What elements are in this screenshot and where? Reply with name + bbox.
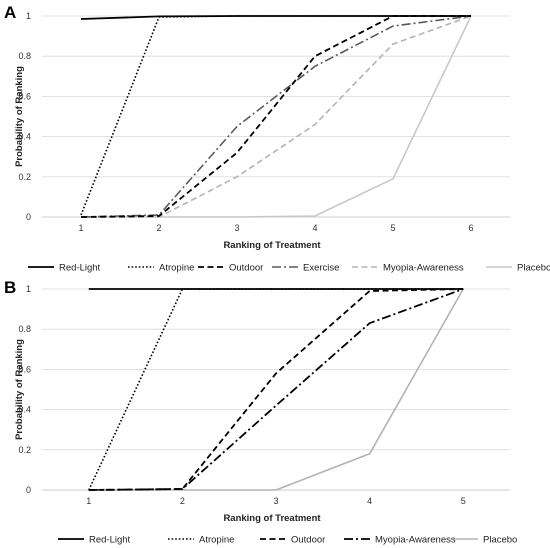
series-line-myopia-awareness bbox=[88, 288, 464, 491]
series-line-outdoor bbox=[80, 15, 471, 218]
legend-label: Placebo bbox=[483, 535, 517, 546]
x-tick-label: 5 bbox=[390, 223, 395, 233]
series-line-placebo bbox=[81, 15, 472, 218]
y-tick-label: 0.2 bbox=[18, 172, 31, 182]
y-axis-title: Probability of Ranking bbox=[14, 66, 25, 167]
series-line-myopia-awareness bbox=[81, 15, 472, 218]
x-tick-label: 4 bbox=[367, 496, 372, 506]
y-tick-label: 0 bbox=[26, 212, 31, 222]
y-tick-label: 0.4 bbox=[18, 132, 31, 142]
legend-label: Myopia-Awareness bbox=[383, 263, 464, 274]
y-tick-label: 0.8 bbox=[18, 51, 31, 61]
x-tick-label: 2 bbox=[156, 223, 161, 233]
legend-label: Myopia-Awareness bbox=[375, 535, 456, 546]
legend-item-placebo: Placebo bbox=[452, 535, 517, 546]
x-tick-label: 3 bbox=[234, 223, 239, 233]
legend-item-outdoor: Outdoor bbox=[260, 535, 325, 546]
legend-label: Atropine bbox=[199, 535, 234, 546]
panel-label: A bbox=[4, 3, 16, 22]
legend-item-exercise: Exercise bbox=[272, 263, 339, 274]
y-tick-label: 0.6 bbox=[18, 91, 31, 101]
legend-item-placebo: Placebo bbox=[486, 263, 550, 274]
y-tick-label: 0 bbox=[26, 485, 31, 495]
chart-panel-a: A 0 0.2 0.4 0.6 0.8 1 1 2 3 4 5 6 Ranking of Treatmen… bbox=[4, 3, 550, 274]
y-tick-label: 1 bbox=[26, 284, 31, 294]
legend-item-atropine: Atropine bbox=[128, 263, 194, 274]
legend-label: Red-Light bbox=[59, 263, 101, 274]
legend-item-atropine: Atropine bbox=[168, 535, 234, 546]
y-axis-title: Probability of Ranking bbox=[14, 339, 25, 440]
x-tick-label: 1 bbox=[78, 223, 83, 233]
y-tick-label: 0.6 bbox=[18, 364, 31, 374]
series-line-outdoor bbox=[88, 288, 464, 491]
panel-label: B bbox=[4, 278, 16, 297]
y-tick-label: 0.2 bbox=[18, 445, 31, 455]
x-tick-label: 5 bbox=[461, 496, 466, 506]
series-line-placebo bbox=[88, 288, 464, 491]
legend-item-red-light: Red-Light bbox=[28, 263, 101, 274]
x-axis-title: Ranking of Treatment bbox=[223, 513, 321, 524]
legend-item-myopia-awareness: Myopia-Awareness bbox=[352, 263, 464, 274]
x-tick-label: 2 bbox=[180, 496, 185, 506]
legend-label: Exercise bbox=[303, 263, 339, 274]
series-line-atropine bbox=[88, 288, 464, 491]
x-tick-label: 3 bbox=[273, 496, 278, 506]
series-line-red-light bbox=[80, 15, 471, 20]
y-tick-label: 0.4 bbox=[18, 405, 31, 415]
legend-item-myopia-awareness: Myopia-Awareness bbox=[344, 535, 456, 546]
legend-label: Atropine bbox=[159, 263, 194, 274]
legend-item-red-light: Red-Light bbox=[58, 535, 131, 546]
y-tick-label: 0.8 bbox=[18, 324, 31, 334]
y-tick-label: 1 bbox=[26, 11, 31, 21]
legend-label: Placebo bbox=[517, 263, 550, 274]
legend-label: Outdoor bbox=[229, 263, 263, 274]
series-line-exercise bbox=[80, 15, 472, 218]
legend-label: Red-Light bbox=[89, 535, 131, 546]
chart-panel-b: B 0 0.2 0.4 0.6 0.8 1 1 2 3 4 5 Ranking of Treatment… bbox=[4, 278, 517, 546]
x-tick-label: 1 bbox=[86, 496, 91, 506]
x-axis-title: Ranking of Treatment bbox=[223, 240, 321, 251]
x-tick-label: 6 bbox=[468, 223, 473, 233]
legend-label: Outdoor bbox=[291, 535, 325, 546]
x-tick-label: 4 bbox=[312, 223, 317, 233]
legend-item-outdoor: Outdoor bbox=[198, 263, 263, 274]
series-line-atropine bbox=[80, 15, 471, 216]
